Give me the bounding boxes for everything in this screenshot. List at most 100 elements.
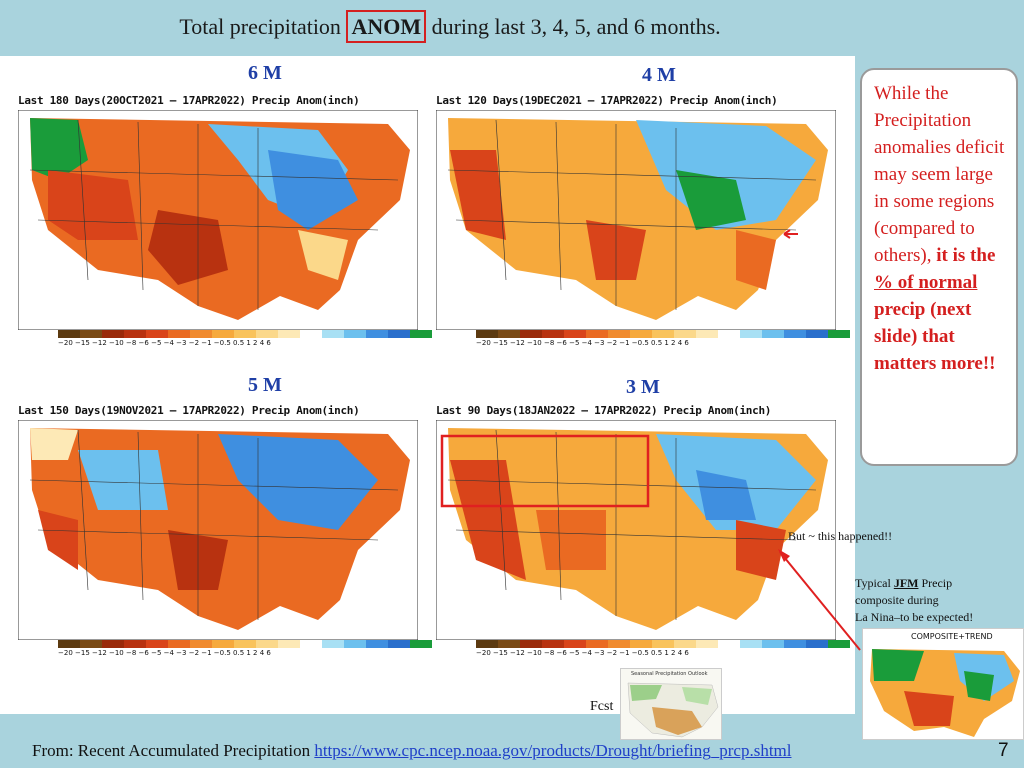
explanation-bold-2: precip (next slide) that matters more!! (874, 299, 996, 374)
precip-map-150-days: Last 150 Days(19NOV2021 – 17APR2022) Pre… (18, 404, 438, 669)
colorbar-swatch-6 (190, 330, 212, 338)
colorbar-swatch-8 (652, 640, 674, 648)
colorbar-labels: −20 −15 −12 −10 −8 −6 −5 −4 −3 −2 −1 −0.… (58, 649, 271, 657)
colorbar-swatch-8 (234, 330, 256, 338)
typical-note: Typical JFM Precip composite during La N… (855, 575, 973, 626)
period-label-6m: 6 M (248, 62, 282, 84)
title-highlight-anom: ANOM (346, 10, 427, 43)
colorbar-swatch-13 (762, 640, 784, 648)
fcst-label: Fcst (590, 699, 614, 714)
typical-text: Typical (855, 576, 894, 590)
colorbar-swatch-12 (322, 640, 344, 648)
colorbar-swatch-10 (696, 330, 718, 338)
title-text-after: during last 3, 4, 5, and 6 months. (426, 14, 721, 39)
period-label-3m: 3 M (626, 376, 660, 398)
footer-text: From: Recent Accumulated Precipitation (32, 741, 315, 760)
colorbar-swatch-14 (784, 640, 806, 648)
colorbar-swatch-16 (410, 330, 432, 338)
title-text-before: Total precipitation (179, 14, 347, 39)
colorbar-swatch-10 (696, 640, 718, 648)
maps-panel: 6 M 4 M 5 M 3 M Last 180 Days(20OCT2021 … (0, 56, 855, 714)
colorbar (58, 640, 432, 648)
footer-link[interactable]: https://www.cpc.ncep.noaa.gov/products/D… (314, 741, 792, 760)
colorbar-swatch-2 (102, 330, 124, 338)
colorbar-swatch-9 (256, 640, 278, 648)
colorbar-labels: −20 −15 −12 −10 −8 −6 −5 −4 −3 −2 −1 −0.… (58, 339, 271, 347)
colorbar-swatch-14 (784, 330, 806, 338)
anomaly-map-image (18, 110, 418, 330)
colorbar (476, 330, 850, 338)
colorbar-swatch-0 (476, 330, 498, 338)
colorbar-swatch-12 (740, 330, 762, 338)
colorbar-swatch-10 (278, 640, 300, 648)
colorbar-swatch-16 (828, 640, 850, 648)
colorbar-swatch-13 (762, 330, 784, 338)
period-label-4m: 4 M (642, 64, 676, 86)
colorbar-swatch-2 (102, 640, 124, 648)
anomaly-map-image (436, 110, 836, 330)
colorbar-swatch-1 (498, 330, 520, 338)
colorbar-labels: −20 −15 −12 −10 −8 −6 −5 −4 −3 −2 −1 −0.… (476, 649, 689, 657)
colorbar-swatch-7 (212, 330, 234, 338)
typical-line-2: composite during (855, 593, 939, 607)
colorbar-swatch-2 (520, 640, 542, 648)
colorbar-swatch-10 (278, 330, 300, 338)
colorbar-swatch-3 (542, 330, 564, 338)
colorbar-swatch-14 (366, 330, 388, 338)
colorbar-swatch-5 (168, 640, 190, 648)
colorbar-swatch-5 (586, 330, 608, 338)
precip-map-180-days: Last 180 Days(20OCT2021 – 17APR2022) Pre… (18, 94, 438, 359)
footer-source: From: Recent Accumulated Precipitation h… (32, 741, 792, 761)
colorbar-swatch-4 (146, 330, 168, 338)
seasonal-outlook-inset: Seasonal Precipitation Outlook (620, 668, 722, 740)
precip-map-120-days: Last 120 Days(19DEC2021 – 17APR2022) Pre… (436, 94, 856, 359)
colorbar-swatch-9 (256, 330, 278, 338)
composite-map-image (870, 649, 1020, 737)
colorbar-swatch-11 (300, 640, 322, 648)
colorbar-swatch-8 (234, 640, 256, 648)
explanation-text: While the Precipitation anomalies defici… (874, 83, 1005, 266)
colorbar-swatch-12 (322, 330, 344, 338)
colorbar-swatch-0 (476, 640, 498, 648)
colorbar-swatch-14 (366, 640, 388, 648)
colorbar-swatch-7 (630, 640, 652, 648)
colorbar (476, 640, 850, 648)
colorbar-swatch-3 (124, 640, 146, 648)
colorbar-swatch-6 (608, 330, 630, 338)
colorbar-swatch-1 (80, 330, 102, 338)
colorbar-swatch-15 (388, 640, 410, 648)
map-title: Last 120 Days(19DEC2021 – 17APR2022) Pre… (436, 94, 778, 107)
colorbar-swatch-12 (740, 640, 762, 648)
anomaly-map-image (436, 420, 836, 640)
happened-note: But ~ this happened!! (788, 529, 893, 543)
colorbar-swatch-0 (58, 640, 80, 648)
colorbar-swatch-16 (828, 330, 850, 338)
colorbar-swatch-15 (388, 330, 410, 338)
map-title: Last 180 Days(20OCT2021 – 17APR2022) Pre… (18, 94, 360, 107)
map-title: Last 90 Days(18JAN2022 – 17APR2022) Prec… (436, 404, 772, 417)
colorbar-swatch-3 (542, 640, 564, 648)
colorbar-swatch-4 (564, 330, 586, 338)
explanation-box: While the Precipitation anomalies defici… (860, 68, 1018, 466)
inset-title: COMPOSITE+TREND (911, 632, 993, 641)
colorbar-swatch-16 (410, 640, 432, 648)
colorbar-swatch-11 (718, 330, 740, 338)
colorbar-swatch-6 (190, 640, 212, 648)
colorbar (58, 330, 432, 338)
precip-map-90-days: Last 90 Days(18JAN2022 – 17APR2022) Prec… (436, 404, 856, 669)
colorbar-swatch-13 (344, 640, 366, 648)
colorbar-swatch-8 (652, 330, 674, 338)
colorbar-swatch-5 (586, 640, 608, 648)
colorbar-swatch-6 (608, 640, 630, 648)
colorbar-swatch-7 (630, 330, 652, 338)
colorbar-swatch-9 (674, 330, 696, 338)
composite-trend-inset: COMPOSITE+TREND (862, 628, 1024, 740)
colorbar-swatch-11 (300, 330, 322, 338)
outlook-map-image (627, 682, 719, 738)
colorbar-swatch-5 (168, 330, 190, 338)
colorbar-swatch-0 (58, 330, 80, 338)
fcst-inset-title: Seasonal Precipitation Outlook (631, 671, 708, 677)
colorbar-swatch-4 (564, 640, 586, 648)
colorbar-swatch-3 (124, 330, 146, 338)
colorbar-swatch-15 (806, 330, 828, 338)
